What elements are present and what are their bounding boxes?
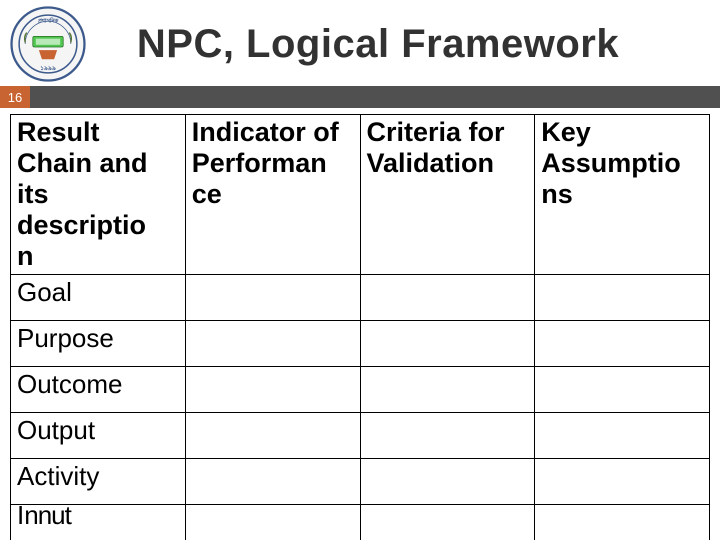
col-header-assumptions: Key Assumptions <box>535 115 710 275</box>
col-header-result-chain: Result Chain and its description <box>11 115 186 275</box>
logframe-table-container: Result Chain and its description Indicat… <box>0 108 720 540</box>
separator-bar: 16 <box>0 86 720 108</box>
separator-fill <box>30 86 720 108</box>
row-label-input-partial: Innut <box>11 505 186 540</box>
cell <box>185 275 360 321</box>
col-header-indicator: Indicator of Performance <box>185 115 360 275</box>
logframe-table: Result Chain and its description Indicat… <box>10 114 710 540</box>
cell <box>185 321 360 367</box>
cell <box>535 321 710 367</box>
table-row: Activity <box>11 459 710 505</box>
cell <box>185 505 360 540</box>
svg-text:প্রশাসনিক: প্রশাসনিক <box>38 18 59 25</box>
cell <box>360 413 535 459</box>
col-header-criteria: Criteria for Validation <box>360 115 535 275</box>
table-header-row: Result Chain and its description Indicat… <box>11 115 710 275</box>
row-label-output: Output <box>11 413 186 459</box>
page-number-badge: 16 <box>0 86 30 108</box>
cell <box>535 275 710 321</box>
cell <box>360 367 535 413</box>
row-label-activity: Activity <box>11 459 186 505</box>
institution-logo: প্রশাসনিক ১৯৯৯ <box>10 6 86 82</box>
row-label-goal: Goal <box>11 275 186 321</box>
cell <box>360 321 535 367</box>
row-label-outcome: Outcome <box>11 367 186 413</box>
cell <box>360 275 535 321</box>
slide-title: NPC, Logical Framework <box>86 22 710 67</box>
table-row: Outcome <box>11 367 710 413</box>
cell <box>360 505 535 540</box>
cell <box>185 459 360 505</box>
cell <box>535 367 710 413</box>
cell <box>535 505 710 540</box>
table-row-cutoff: Innut <box>11 505 710 540</box>
table-row: Output <box>11 413 710 459</box>
table-row: Purpose <box>11 321 710 367</box>
cell <box>185 413 360 459</box>
svg-text:১৯৯৯: ১৯৯৯ <box>40 65 56 72</box>
slide-container: প্রশাসনিক ১৯৯৯ NPC, Logical Framework 16… <box>0 0 720 540</box>
table-row: Goal <box>11 275 710 321</box>
title-row: প্রশাসনিক ১৯৯৯ NPC, Logical Framework <box>0 0 720 86</box>
cell <box>535 413 710 459</box>
cell <box>360 459 535 505</box>
row-label-purpose: Purpose <box>11 321 186 367</box>
cell <box>185 367 360 413</box>
cell <box>535 459 710 505</box>
